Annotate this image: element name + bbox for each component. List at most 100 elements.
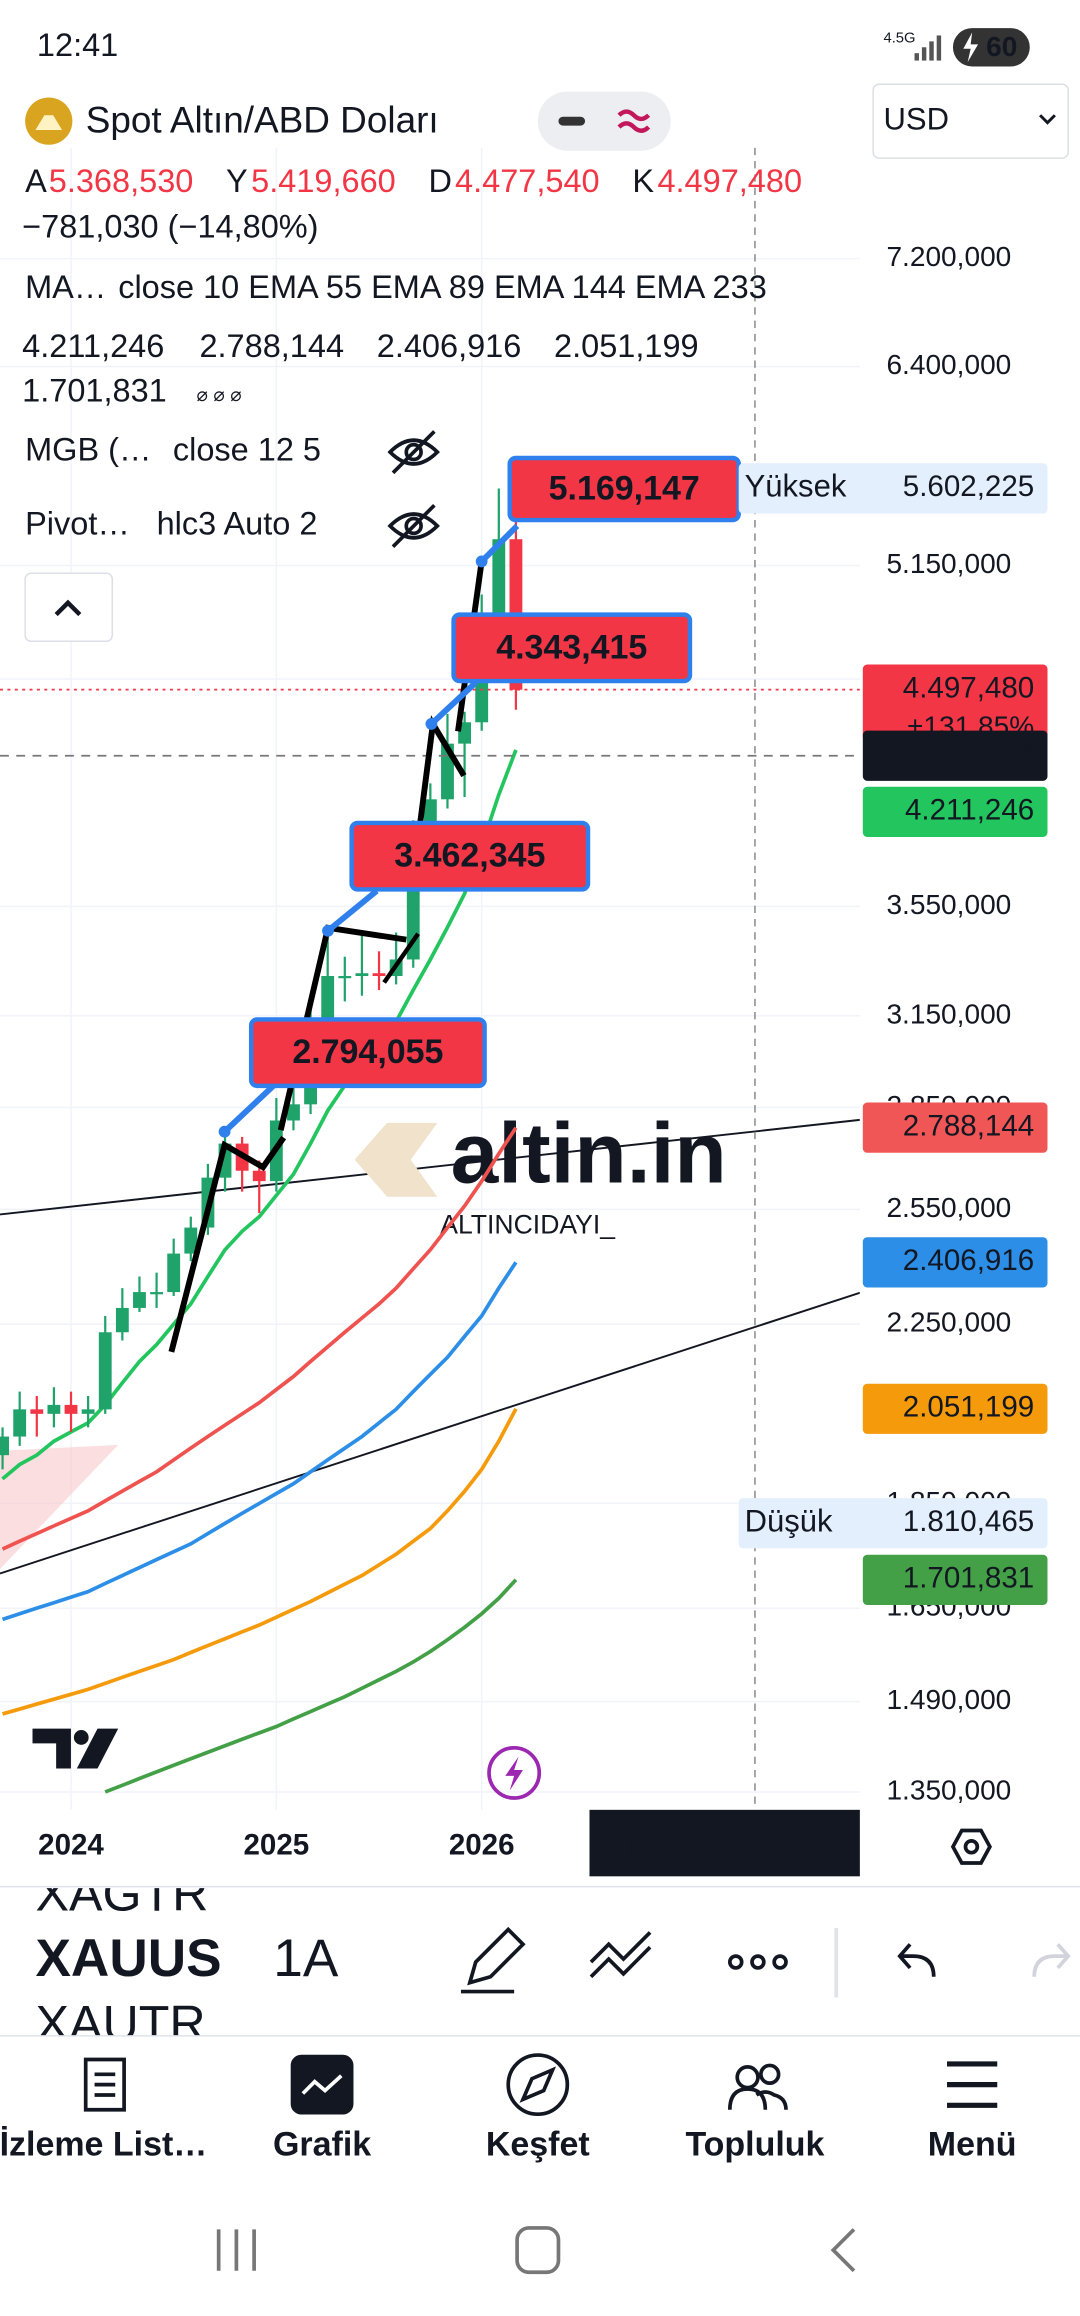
candle-body xyxy=(47,1404,61,1414)
watermark-author: ALTINCIDAYI_ xyxy=(440,1209,616,1239)
ma-icons: ⌀ ⌀ ⌀ xyxy=(197,385,242,406)
candle-body xyxy=(115,1307,129,1333)
price-label: 2.788,144 xyxy=(903,1109,1034,1142)
candle-body xyxy=(372,973,386,977)
ohlc-row: A5.368,530 Y 5.419,660 D 4.477,540 K 4.497,… xyxy=(25,163,802,199)
recent-apps[interactable] xyxy=(216,2229,256,2271)
y-tick-label: 2.250,000 xyxy=(886,1307,1011,1338)
y-tick-label: 3.550,000 xyxy=(886,889,1011,920)
y-tick-label: 6.400,000 xyxy=(886,349,1011,380)
x-tick-label: 2026 xyxy=(449,1829,515,1862)
interval[interactable]: 1A xyxy=(273,1929,339,1988)
x-tick-label: 2025 xyxy=(244,1829,310,1862)
trend-line xyxy=(0,1118,860,1216)
x-tick-label: 2024 xyxy=(38,1829,104,1862)
community-icon[interactable] xyxy=(728,2063,788,2110)
candle-body xyxy=(64,1404,78,1414)
nav-label[interactable]: Grafik xyxy=(273,2126,371,2164)
symbol[interactable]: XAUUS xyxy=(35,1929,221,1988)
ma-value: 1.701,831 xyxy=(22,373,167,409)
candle-body xyxy=(338,976,352,979)
indicator-name: MGB (… xyxy=(25,432,151,468)
candle-body xyxy=(13,1409,27,1437)
crosshair-time-box xyxy=(589,1809,860,1877)
chart-icon[interactable] xyxy=(290,2054,354,2115)
chart-icon-line xyxy=(301,2074,343,2095)
indicator-params: close 10 EMA 55 EMA 89 EMA 144 EMA 233 xyxy=(118,269,767,305)
toggle-dash xyxy=(558,116,586,126)
candle-body xyxy=(287,1104,300,1121)
callout-label: 3.462,345 xyxy=(394,837,545,875)
crosshair-time: Pzt 03 May '27 xyxy=(627,1829,821,1862)
price-label-box xyxy=(862,664,1048,742)
candle-body xyxy=(492,539,506,613)
network-type: 4.5G xyxy=(883,30,915,46)
price-label: 4.497,480 xyxy=(903,671,1034,704)
more-button[interactable] xyxy=(728,1954,788,1970)
nav-label[interactable]: Menü xyxy=(928,2126,1017,2164)
candle-body xyxy=(133,1292,146,1308)
candle-body xyxy=(184,1227,198,1254)
back-button[interactable] xyxy=(830,2228,856,2273)
hide-icon[interactable] xyxy=(387,503,440,548)
candle-body xyxy=(355,973,369,977)
watchlist-icon[interactable] xyxy=(83,2057,126,2112)
price-label-box xyxy=(862,1383,1048,1434)
redo-button[interactable] xyxy=(1032,1943,1071,1977)
symbol-prev[interactable]: XAGTR xyxy=(35,1865,208,1921)
watermark-brand: altin.in xyxy=(451,1105,727,1201)
symbol-next[interactable]: XAUTR xyxy=(35,1995,205,2051)
menu-icon[interactable] xyxy=(947,2061,998,2108)
charging-icon xyxy=(963,32,979,63)
candle-body xyxy=(150,1292,163,1295)
y-tick-label: 1.490,000 xyxy=(886,1684,1011,1715)
tv-logo-dot xyxy=(73,1730,89,1745)
ma-legend: MA… close 10 EMA 55 EMA 89 EMA 144 EMA 2… xyxy=(25,269,767,305)
nav-label[interactable]: İzleme List… xyxy=(0,2126,207,2164)
pivot-points xyxy=(218,555,488,1138)
currency-box[interactable] xyxy=(872,83,1069,159)
toggle[interactable] xyxy=(537,91,671,151)
candle-body xyxy=(81,1409,95,1414)
toggle-wave xyxy=(617,109,651,133)
lines-tool[interactable] xyxy=(589,1931,652,1979)
draw-tool[interactable] xyxy=(460,1926,526,1994)
currency-select[interactable]: USD xyxy=(872,83,1069,159)
price-label: 4.184,494 xyxy=(903,738,1034,771)
hide-icon[interactable] xyxy=(387,430,440,475)
drawings xyxy=(168,523,520,1353)
ma-value: 2.406,916 xyxy=(377,328,522,364)
price-axis: 7.200,0006.400,0005.150,0004.550,0003.55… xyxy=(738,241,1048,1805)
price-label: 1.701,831 xyxy=(903,1562,1034,1595)
collapse-box[interactable] xyxy=(24,572,114,642)
symbol-switcher[interactable]: XAGTR XAUUS XAUTR xyxy=(35,1865,221,2051)
y-tick-label: 2.550,000 xyxy=(886,1192,1011,1223)
legend: A5.368,530 Y 5.419,660 D 4.477,540 K 4.497,… xyxy=(22,163,802,642)
y-tick-label: 3.150,000 xyxy=(886,998,1011,1029)
currency: USD xyxy=(883,101,948,136)
flash-button[interactable] xyxy=(487,1745,542,1800)
trend-line xyxy=(0,1291,860,1575)
collapse-button[interactable] xyxy=(24,572,114,642)
nav-label[interactable]: Topluluk xyxy=(685,2126,824,2164)
ma-value: 2.788,144 xyxy=(199,328,344,364)
zone-shading xyxy=(0,1444,119,1570)
explore-icon[interactable] xyxy=(506,2053,570,2117)
callout-box xyxy=(451,612,693,684)
clock: 12:41 xyxy=(37,27,118,63)
price-label-box xyxy=(862,730,1048,781)
system-nav xyxy=(216,2226,856,2275)
price-label-box xyxy=(862,786,1048,837)
price-label: 4.211,246 xyxy=(905,794,1034,827)
battery xyxy=(952,28,1030,67)
time-axis: Pzt 03 May '27 2024 2025 2026 xyxy=(38,1809,992,1877)
symbol-title: Spot Altın/ABD Doları xyxy=(86,99,439,140)
toggle-bg[interactable] xyxy=(537,91,671,151)
home-button[interactable] xyxy=(515,2226,561,2275)
settings-icon[interactable] xyxy=(950,1828,992,1865)
callout-box xyxy=(248,1017,487,1089)
undo-button[interactable] xyxy=(897,1943,936,1977)
nav-label[interactable]: Keşfet xyxy=(486,2126,590,2164)
price-label: 1.810,465 xyxy=(903,1505,1034,1538)
